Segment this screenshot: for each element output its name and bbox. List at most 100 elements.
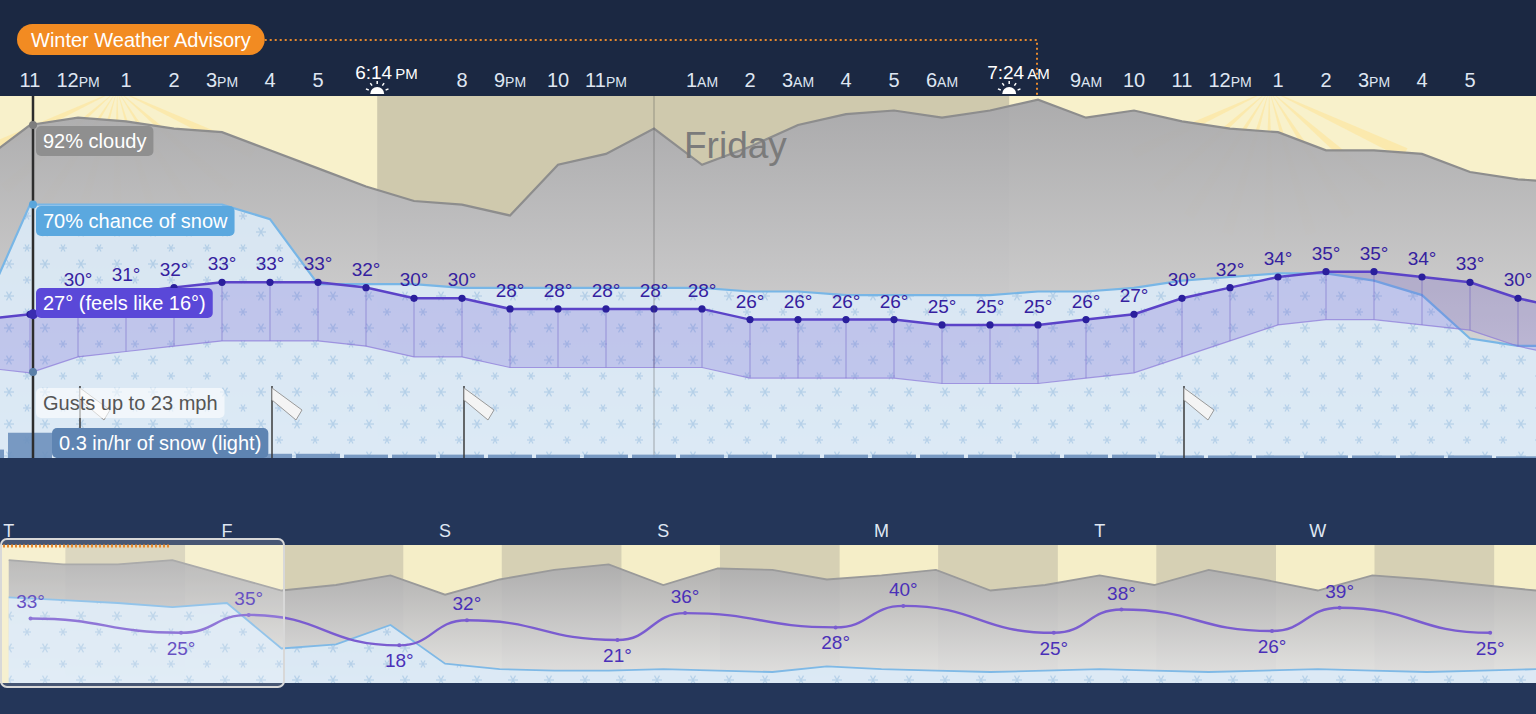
day-title: Friday: [684, 125, 787, 166]
feels-like-hatch: [1229, 288, 1230, 341]
temperature-label: 32°: [352, 259, 381, 280]
temperature-point: [698, 305, 705, 312]
label-part: PM: [79, 74, 100, 90]
hour-label: 5: [888, 69, 899, 91]
snow-rate-bar: [824, 455, 868, 458]
snow-rate-bar: [1016, 455, 1060, 458]
snow-rate-bar: [584, 455, 628, 458]
sun-icon-ray: [366, 89, 369, 90]
temperature-label: 26°: [832, 291, 861, 312]
label-part: 11: [585, 69, 606, 91]
feels-like-hatch: [221, 282, 222, 341]
label-part: 7:24: [987, 62, 1024, 83]
temperature-point: [746, 316, 753, 323]
sun-icon-ray: [370, 83, 372, 85]
snow-rate-bar: [776, 455, 820, 458]
label-part: AM: [1081, 74, 1102, 90]
sun-icon: [1002, 87, 1016, 94]
hour-label: 2: [1320, 69, 1331, 91]
weekly-temperature-label: 28°: [821, 632, 850, 653]
snow-rate-bar: [1352, 455, 1396, 458]
temperature-label: 28°: [640, 280, 669, 301]
snow-rate-bar: [536, 455, 580, 458]
temperature-point: [1034, 321, 1041, 328]
weekday-label: M: [874, 521, 889, 541]
label-part: AM: [937, 74, 958, 90]
feels-like-hatch: [1277, 277, 1278, 325]
weekly-temperature-point: [834, 625, 838, 629]
feels-like-hatch: [557, 309, 558, 368]
wind-flag: [464, 388, 494, 420]
weekly-temperature-point: [1270, 629, 1274, 633]
label-part: 6: [926, 69, 937, 91]
temperature-label: 31°: [112, 264, 141, 285]
snow-rate-bar: [1496, 456, 1536, 458]
weekly-temperature-point: [1119, 608, 1123, 612]
label-part: 3: [206, 69, 217, 91]
feels-like-hatch: [989, 325, 990, 384]
temperature-label: 32°: [160, 259, 189, 280]
sun-icon-ray: [382, 83, 384, 85]
weekly-temperature-point: [1488, 631, 1492, 635]
label-part: 3: [782, 69, 793, 91]
hour-label: 11: [1172, 69, 1193, 91]
hour-label: 1: [120, 69, 131, 91]
label-part: 6:14: [355, 62, 392, 83]
label-part: 2: [1320, 69, 1331, 91]
label-part: 10: [1123, 69, 1145, 91]
readout-text: 70% chance of snow: [43, 210, 228, 232]
readout-box: [36, 388, 225, 418]
feels-like-hatch: [317, 282, 318, 341]
snow-rate-bar: [968, 455, 1012, 458]
snow-rate-bar: [1112, 455, 1156, 458]
hour-label: 4: [1416, 69, 1427, 91]
temperature-label: 33°: [1456, 253, 1485, 274]
snow-rate-bar: [1448, 455, 1492, 458]
readout-box: [36, 206, 235, 236]
temperature-point: [218, 279, 225, 286]
snow-rate-bar: [8, 433, 52, 458]
temperature-label: 30°: [448, 269, 477, 290]
feels-like-hatch: [461, 298, 462, 357]
readout-box: [52, 428, 268, 458]
hour-label: 10: [1123, 69, 1145, 91]
label-part: 8: [456, 69, 467, 91]
hour-label: 2: [744, 69, 755, 91]
temperature-label: 30°: [64, 269, 93, 290]
advisory-pill: [17, 24, 265, 55]
hour-label: 1: [1272, 69, 1283, 91]
feels-like-hatch: [1037, 325, 1038, 384]
snow-rate-bar: [1304, 455, 1348, 458]
area-line: [0, 100, 1536, 216]
feels-like-hatch: [509, 309, 510, 368]
readout: Gusts up to 23 mph: [36, 388, 225, 418]
weekly-temperature-point: [397, 643, 401, 647]
temperature-label: 30°: [1504, 269, 1533, 290]
temperature-label: 28°: [592, 280, 621, 301]
day-separator: [654, 96, 655, 458]
hour-label: 3PM: [1358, 69, 1390, 91]
area-fill: [0, 205, 1536, 458]
hour-label: 5: [1464, 69, 1475, 91]
weekday-label: S: [657, 521, 669, 541]
feels-like-hatch: [269, 282, 270, 341]
temperature-label: 26°: [784, 291, 813, 312]
temperature-label: 25°: [976, 296, 1005, 317]
label-part: 11: [20, 69, 41, 91]
temperature-point: [1130, 311, 1137, 318]
label-part: AM: [1027, 65, 1050, 82]
label-part: PM: [395, 65, 418, 82]
hour-label: 5: [312, 69, 323, 91]
label-part: 1: [686, 69, 697, 91]
readout-text: 27° (feels like 16°): [43, 292, 206, 314]
temperature-label: 26°: [736, 291, 765, 312]
sun-icon-ray: [1008, 81, 1010, 84]
temperature-point: [1418, 273, 1425, 280]
readout-box: [36, 288, 213, 318]
readout: 92% cloudy: [36, 126, 153, 156]
temperature-label: 33°: [208, 253, 237, 274]
temperature-label: 33°: [256, 253, 285, 274]
hour-label: 3PM: [206, 69, 238, 91]
readout: 70% chance of snow: [36, 206, 235, 236]
sun-time-label: 7:24AM: [987, 62, 1049, 83]
